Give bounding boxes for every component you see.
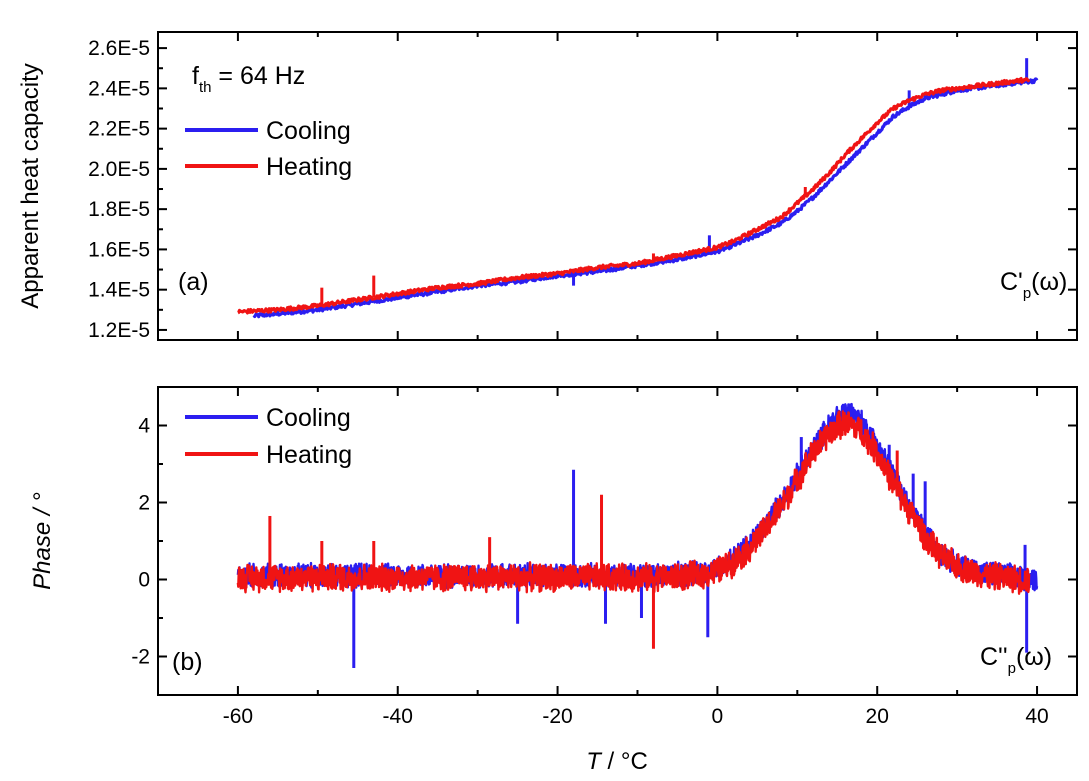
panel-a-legend: Cooling Heating xyxy=(185,117,352,181)
legend-a-heating-label: Heating xyxy=(266,153,352,181)
series-line-cooling xyxy=(252,77,1039,319)
series-line-heating xyxy=(237,76,1031,315)
legend-b-heating-label: Heating xyxy=(266,441,352,469)
series-line-cooling xyxy=(236,402,1039,592)
x-tick-label: 40 xyxy=(1025,705,1048,728)
y-tick-label: 1.6E-5 xyxy=(88,238,150,261)
panel-b-legend: Cooling Heating xyxy=(185,404,352,469)
panel-a-y-axis-title: Apparent heat capacity xyxy=(17,63,44,309)
frequency-annotation: fth = 64 Hz xyxy=(192,62,305,96)
panel-b-y-axis-title: Phase / ° xyxy=(29,492,56,590)
panel-a-frame xyxy=(157,31,1078,341)
y-tick-label: 1.8E-5 xyxy=(88,198,150,221)
x-tick-label: 0 xyxy=(712,705,724,728)
y-tick-label: 2.4E-5 xyxy=(88,77,150,100)
y-tick-label: 1.2E-5 xyxy=(88,319,150,342)
panel-a-label: (a) xyxy=(178,268,209,296)
y-tick-label: -2 xyxy=(131,646,150,669)
y-tick-label: 2.6E-5 xyxy=(88,37,150,60)
panel-b-label: (b) xyxy=(172,648,203,676)
x-tick-label: 20 xyxy=(866,705,889,728)
x-tick-label: -60 xyxy=(223,705,253,728)
panel-a-y-ticks: 1.2E-5 1.4E-5 1.6E-5 1.8E-5 2.0E-5 2.2E-5 2.4E… xyxy=(88,37,1077,342)
legend-b-cooling-label: Cooling xyxy=(266,404,351,432)
panel-b-frame xyxy=(157,386,1078,696)
y-tick-label: 1.4E-5 xyxy=(88,279,150,302)
y-tick-label: 2 xyxy=(138,492,150,515)
x-axis-title: T / °C xyxy=(586,748,648,775)
panel-a-corner-label: C'p(ω) xyxy=(1000,268,1067,302)
panel-b-plot-area xyxy=(236,402,1039,669)
panel-b-y-ticks: -2 0 2 4 xyxy=(131,415,1077,669)
y-tick-label: 0 xyxy=(138,569,150,592)
y-tick-label: 2.0E-5 xyxy=(88,158,150,181)
panel-b-x-ticks: -60 -40 -20 0 20 40 xyxy=(223,387,1049,728)
panel-a-plot-area xyxy=(237,58,1039,319)
x-tick-label: -20 xyxy=(542,705,572,728)
panel-b-corner-label: C''p(ω) xyxy=(980,643,1052,677)
panel-a-x-ticks xyxy=(236,32,1039,340)
legend-a-cooling-label: Cooling xyxy=(266,117,351,145)
panel-a: 1.2E-5 1.4E-5 1.6E-5 1.8E-5 2.0E-5 2.2E-5 2.4E… xyxy=(17,31,1078,342)
x-tick-label: -40 xyxy=(383,705,413,728)
y-tick-label: 2.2E-5 xyxy=(88,118,150,141)
y-tick-label: 4 xyxy=(138,415,150,438)
